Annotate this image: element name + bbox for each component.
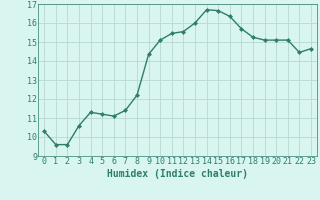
X-axis label: Humidex (Indice chaleur): Humidex (Indice chaleur): [107, 169, 248, 179]
